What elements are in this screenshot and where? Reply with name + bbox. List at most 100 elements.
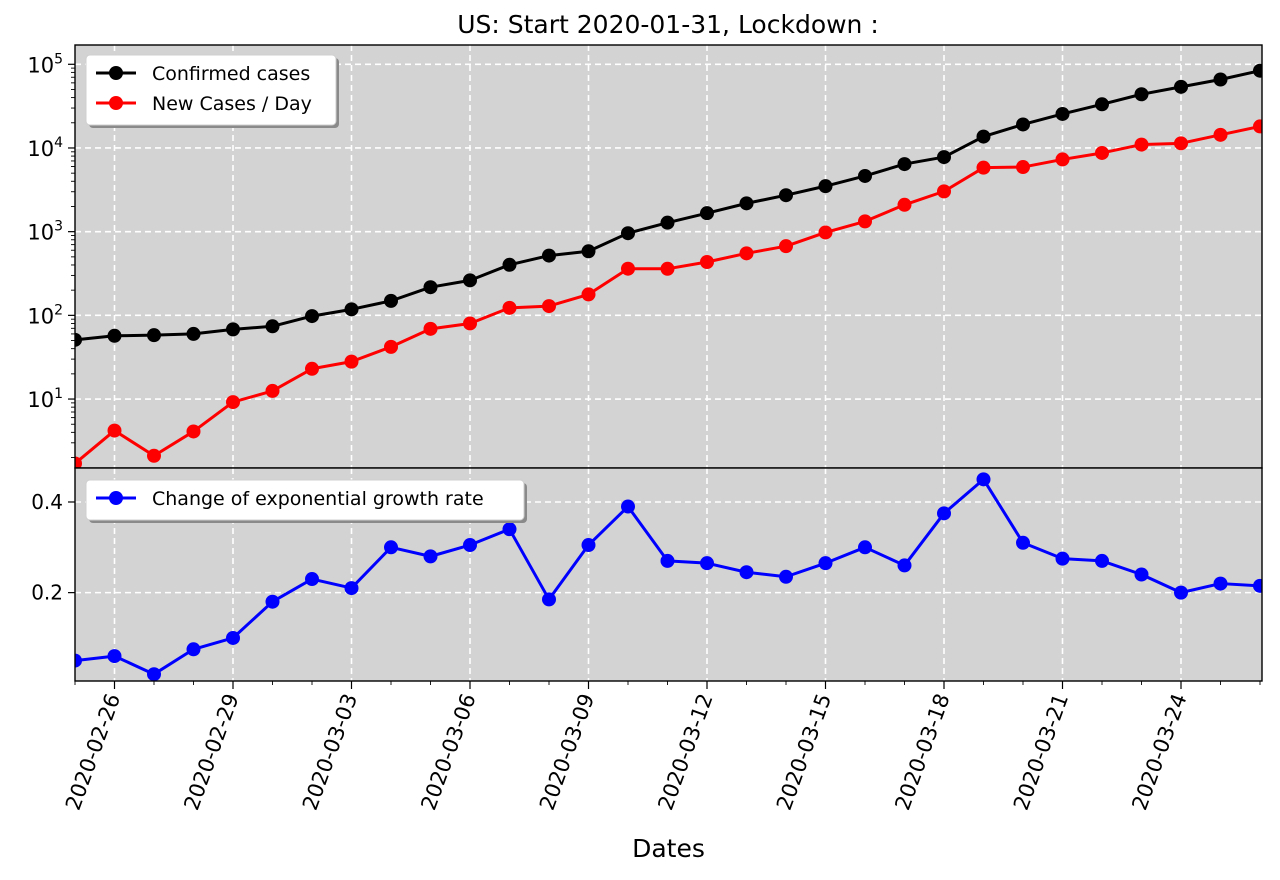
confirmed-cases-series-point <box>1016 117 1030 132</box>
growth-rate-series-point <box>700 556 714 571</box>
confirmed-cases-series-point <box>739 196 754 211</box>
growth-rate-series-point <box>818 556 833 571</box>
growth-rate-series-point <box>305 572 319 587</box>
confirmed-cases-series-point <box>75 332 82 347</box>
new-cases-series-point <box>779 239 793 254</box>
top-legend-entry-label: Confirmed cases <box>152 63 310 85</box>
growth-rate-series-point <box>344 581 359 596</box>
top-legend-marker-sample <box>109 96 123 110</box>
growth-rate-series-point <box>226 630 240 645</box>
confirmed-cases-series-point <box>265 319 280 334</box>
growth-rate-series-point <box>858 540 872 555</box>
confirmed-cases-series-point <box>1134 87 1149 102</box>
bottom-panel: 0.2 0.4 Change of exponential growth rate <box>31 467 1263 682</box>
confirmed-cases-series-point <box>1253 63 1262 78</box>
confirmed-cases-series-point <box>818 179 833 194</box>
confirmed-cases-series-point <box>1213 72 1228 87</box>
x-tick-label: 2020-03-06 <box>416 691 480 814</box>
confirmed-cases-series-point <box>1174 79 1188 94</box>
new-cases-series-point <box>1253 119 1262 134</box>
growth-rate-series-point <box>1213 576 1228 591</box>
confirmed-cases-series-point <box>542 248 556 263</box>
top-y-tick-label: 104 <box>27 135 63 161</box>
chart-title: US: Start 2020-01-31, Lockdown : <box>457 10 879 39</box>
bottom-plot-border <box>74 467 1263 682</box>
new-cases-series-point <box>1016 160 1030 175</box>
x-tick-label: 2020-02-26 <box>61 691 125 814</box>
new-cases-series-point <box>937 184 951 199</box>
growth-rate-series-point <box>107 649 122 664</box>
new-cases-series-point <box>502 300 517 315</box>
top-panel: 101 102 103 104 105 Confirmed cases New Cases … <box>27 44 1263 469</box>
new-cases-series-point <box>1134 137 1149 152</box>
confirmed-cases-series-point <box>700 206 714 221</box>
new-cases-series-point <box>344 354 359 369</box>
confirmed-cases-series-point <box>423 280 438 295</box>
x-tick-label: 2020-03-18 <box>890 691 954 814</box>
bottom-legend-entry-label: Change of exponential growth rate <box>152 488 484 510</box>
bottom-series-group <box>75 472 1262 681</box>
x-axis: 2020-02-26 2020-02-29 2020-03-03 2020-03-06… <box>61 681 1261 814</box>
new-cases-series-point <box>305 361 319 376</box>
x-tick-label: 2020-03-09 <box>535 691 599 814</box>
confirmed-cases-series-point <box>147 328 161 343</box>
confirmed-cases-series-point <box>779 188 793 203</box>
confirmed-cases-series-point <box>937 150 951 165</box>
top-legend-entry-label: New Cases / Day <box>152 93 312 115</box>
growth-rate-series-point <box>423 549 438 564</box>
x-tick-label: 2020-03-24 <box>1127 691 1191 814</box>
confirmed-cases-series-point <box>621 226 635 241</box>
new-cases-series-point <box>1055 152 1070 167</box>
confirmed-cases-series-point <box>107 328 122 343</box>
bottom-legend-box <box>85 479 525 521</box>
growth-rate-series-point <box>976 472 991 487</box>
growth-rate-series-point <box>186 642 201 657</box>
x-tick-label: 2020-03-21 <box>1009 691 1073 814</box>
confirmed-cases-series-point <box>1095 97 1109 112</box>
confirmed-cases-series-point <box>660 215 675 230</box>
new-cases-series-point <box>660 261 675 276</box>
new-cases-series-point <box>226 395 240 410</box>
confirmed-cases-series-point <box>305 309 319 324</box>
top-y-tick-label: 105 <box>27 51 63 77</box>
confirmed-cases-series-point <box>897 157 912 172</box>
growth-rate-series-point <box>937 506 951 521</box>
confirmed-cases-series-point <box>186 326 201 341</box>
x-tick-label: 2020-03-12 <box>653 691 717 814</box>
growth-rate-series-point <box>384 540 398 555</box>
top-legend-marker-sample <box>109 66 123 80</box>
new-cases-series-point <box>1213 127 1228 142</box>
growth-rate-series-point <box>581 538 596 553</box>
growth-rate-series-point <box>502 522 517 537</box>
new-cases-series-point <box>739 246 754 261</box>
new-cases-series-point <box>581 287 596 302</box>
new-cases-series-point <box>858 214 872 229</box>
growth-rate-series-point <box>463 538 477 553</box>
confirmed-cases-series-point <box>976 129 991 144</box>
new-cases-series-point <box>818 225 833 240</box>
confirmed-cases-series-point <box>463 273 477 288</box>
bottom-y-tick-label: 0.2 <box>31 581 63 605</box>
top-legend-box <box>85 54 337 126</box>
growth-rate-series-point <box>1253 578 1262 593</box>
growth-rate-series-point <box>1174 585 1188 600</box>
new-cases-series-point <box>897 197 912 212</box>
confirmed-cases-series-point <box>858 168 872 183</box>
growth-rate-series-point <box>739 565 754 580</box>
x-axis-label: Dates <box>632 834 705 863</box>
bottom-legend-marker-sample <box>109 491 123 505</box>
new-cases-series-point <box>621 261 635 276</box>
growth-rate-series-point <box>147 667 161 681</box>
growth-rate-series-point <box>779 569 793 584</box>
growth-rate-series-point <box>265 594 280 609</box>
x-tick-label: 2020-03-03 <box>298 691 362 814</box>
growth-rate-series-point <box>897 558 912 573</box>
confirmed-cases-series-point <box>226 322 240 337</box>
top-y-tick-label: 103 <box>27 219 63 245</box>
top-y-tick-label: 101 <box>27 386 63 412</box>
confirmed-cases-series-point <box>344 302 359 317</box>
confirmed-cases-series-point <box>502 257 517 272</box>
growth-rate-series-point <box>542 592 556 607</box>
top-y-tick-label: 102 <box>27 302 63 328</box>
